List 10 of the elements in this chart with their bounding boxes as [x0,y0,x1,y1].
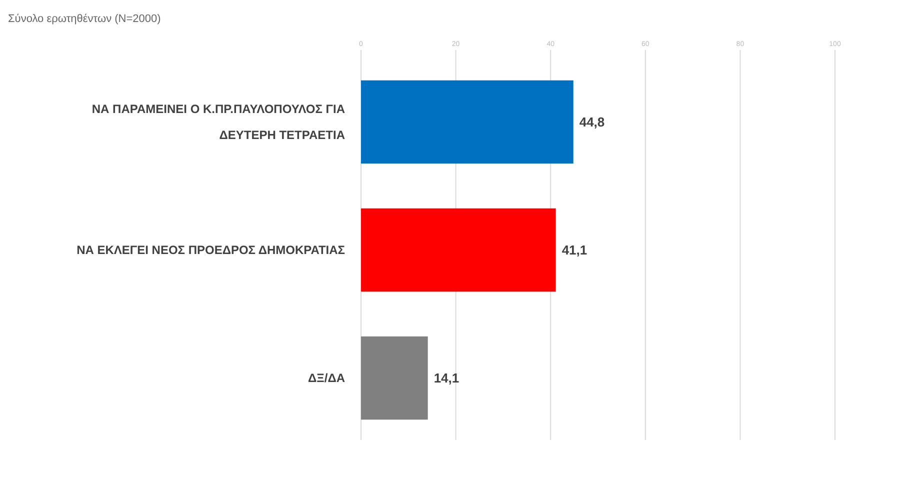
y-tick-label: ΝΑ ΠΑΡΑΜΕΙΝΕΙ Ο Κ.ΠΡ.ΠΑΥΛΟΠΟΥΛΟΣ ΓΙΑ ΔΕΥΤΕΡΗ ΤΕΤΡΑΕΤΙΑ [92,102,346,142]
data-label: 44,8 [579,114,605,130]
y-tick-label: ΔΞ/ΔΑ [308,371,346,386]
y-tick-label: ΝΑ ΕΚΛΕΓΕΙ ΝΕΟΣ ΠΡΟΕΔΡΟΣ ΔΗΜΟΚΡΑΤΙΑΣ [76,243,345,257]
bar [361,336,428,420]
data-label: 41,1 [562,242,588,258]
text: Σύνολο ερωτηθέντων (N=2000) [8,13,161,25]
bar [361,208,556,292]
bar [361,80,574,164]
data-label: 14,1 [434,370,460,386]
